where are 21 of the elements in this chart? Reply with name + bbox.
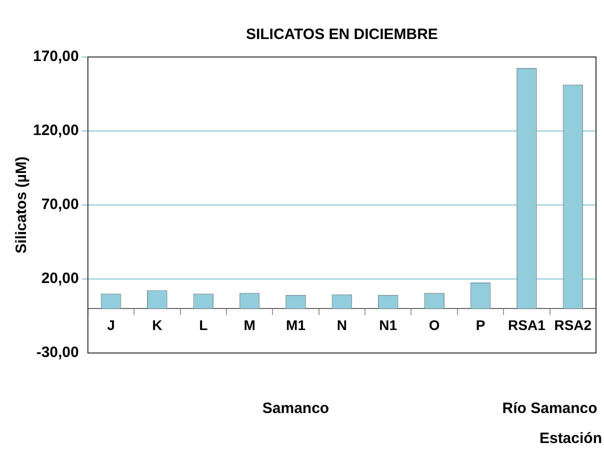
chart-title: SILICATOS EN DICIEMBRE [246,26,438,44]
x-axis-title: Estación [539,430,602,448]
text: Samanco [262,400,330,418]
x-tick-label: N [336,316,347,333]
x-tick-label: O [428,316,440,333]
x-tick-label: M [244,316,256,333]
x-tick-label: L [199,316,208,333]
x-tick-label: K [152,316,162,333]
y-tick-label: 120,00 [32,122,79,140]
x-tick-label: J [107,316,115,333]
x-tick-label: RSA1 [508,316,546,333]
text: Río Samanco [502,400,598,418]
x-tick-label: P [476,316,486,333]
x-tick-label: N1 [379,316,398,333]
y-tick-label: 20,00 [41,270,79,288]
x-tick-label: RSA2 [554,316,592,333]
x-tick-label: M1 [286,316,306,333]
y-tick-label: 70,00 [41,196,79,214]
y-tick-label: 170,00 [32,48,79,66]
y-axis-title: Silicatos (µM) [13,156,30,254]
y-tick-label: -30,00 [36,344,79,362]
